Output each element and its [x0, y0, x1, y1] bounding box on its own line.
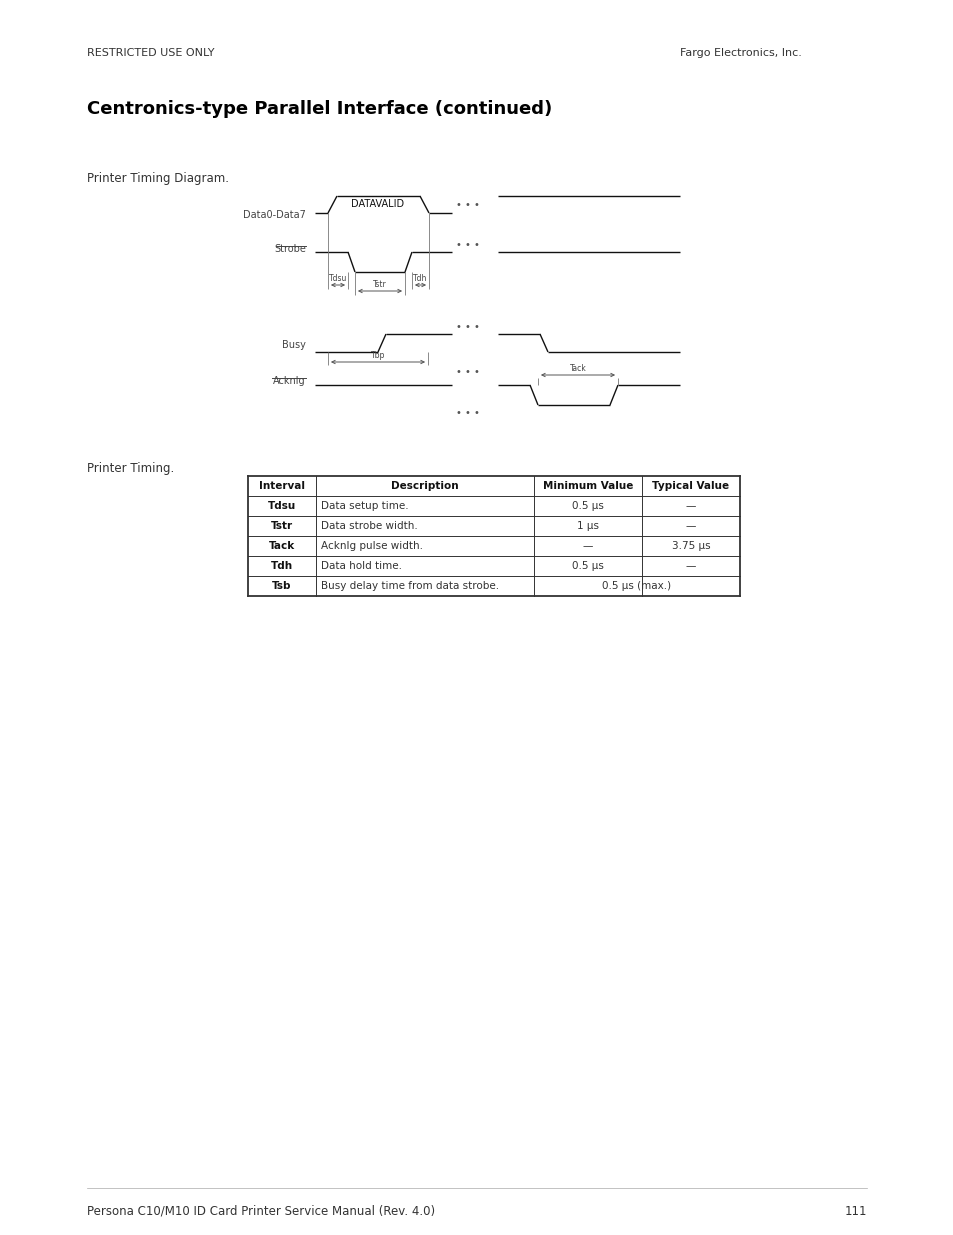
Text: Tstr: Tstr — [271, 521, 293, 531]
Text: —: — — [685, 501, 696, 511]
Text: 3.75 μs: 3.75 μs — [671, 541, 710, 551]
Text: RESTRICTED USE ONLY: RESTRICTED USE ONLY — [87, 48, 214, 58]
Text: —: — — [685, 561, 696, 571]
Text: • • •: • • • — [456, 367, 479, 377]
Text: Minimum Value: Minimum Value — [542, 480, 633, 492]
Text: Data strobe width.: Data strobe width. — [320, 521, 417, 531]
Text: DATAVALID: DATAVALID — [351, 199, 404, 209]
Text: Data hold time.: Data hold time. — [320, 561, 401, 571]
Text: Interval: Interval — [258, 480, 305, 492]
Text: Data0-Data7: Data0-Data7 — [243, 210, 306, 220]
Text: Printer Timing Diagram.: Printer Timing Diagram. — [87, 172, 229, 185]
Text: Centronics-type Parallel Interface (continued): Centronics-type Parallel Interface (cont… — [87, 100, 552, 119]
Text: • • •: • • • — [456, 200, 479, 210]
Text: 0.5 μs: 0.5 μs — [572, 501, 603, 511]
Text: 1 μs: 1 μs — [577, 521, 598, 531]
Text: Fargo Electronics, Inc.: Fargo Electronics, Inc. — [679, 48, 801, 58]
Text: Tstr: Tstr — [373, 280, 387, 289]
Text: Tdh: Tdh — [271, 561, 293, 571]
Text: 0.5 μs (max.): 0.5 μs (max.) — [601, 580, 671, 592]
Text: Data setup time.: Data setup time. — [320, 501, 408, 511]
Text: Tsb: Tsb — [272, 580, 292, 592]
Text: Busy delay time from data strobe.: Busy delay time from data strobe. — [320, 580, 498, 592]
Text: 0.5 μs: 0.5 μs — [572, 561, 603, 571]
Text: —: — — [685, 521, 696, 531]
Text: 111: 111 — [843, 1205, 866, 1218]
Text: Tbp: Tbp — [371, 351, 385, 359]
Text: Tdh: Tdh — [413, 274, 427, 283]
Text: • • •: • • • — [456, 408, 479, 417]
Text: —: — — [582, 541, 593, 551]
Text: Tack: Tack — [269, 541, 294, 551]
Text: Tack: Tack — [569, 364, 586, 373]
Text: Description: Description — [391, 480, 458, 492]
Text: Typical Value: Typical Value — [652, 480, 729, 492]
Text: • • •: • • • — [456, 240, 479, 249]
Text: Tdsu: Tdsu — [329, 274, 347, 283]
Text: Acknlg: Acknlg — [274, 375, 306, 387]
Text: Busy: Busy — [282, 340, 306, 350]
Text: Acknlg pulse width.: Acknlg pulse width. — [320, 541, 422, 551]
Text: • • •: • • • — [456, 322, 479, 332]
Text: Persona C10/M10 ID Card Printer Service Manual (Rev. 4.0): Persona C10/M10 ID Card Printer Service … — [87, 1205, 435, 1218]
Text: Printer Timing.: Printer Timing. — [87, 462, 174, 475]
Text: Tdsu: Tdsu — [268, 501, 295, 511]
Text: Strobe: Strobe — [274, 245, 306, 254]
